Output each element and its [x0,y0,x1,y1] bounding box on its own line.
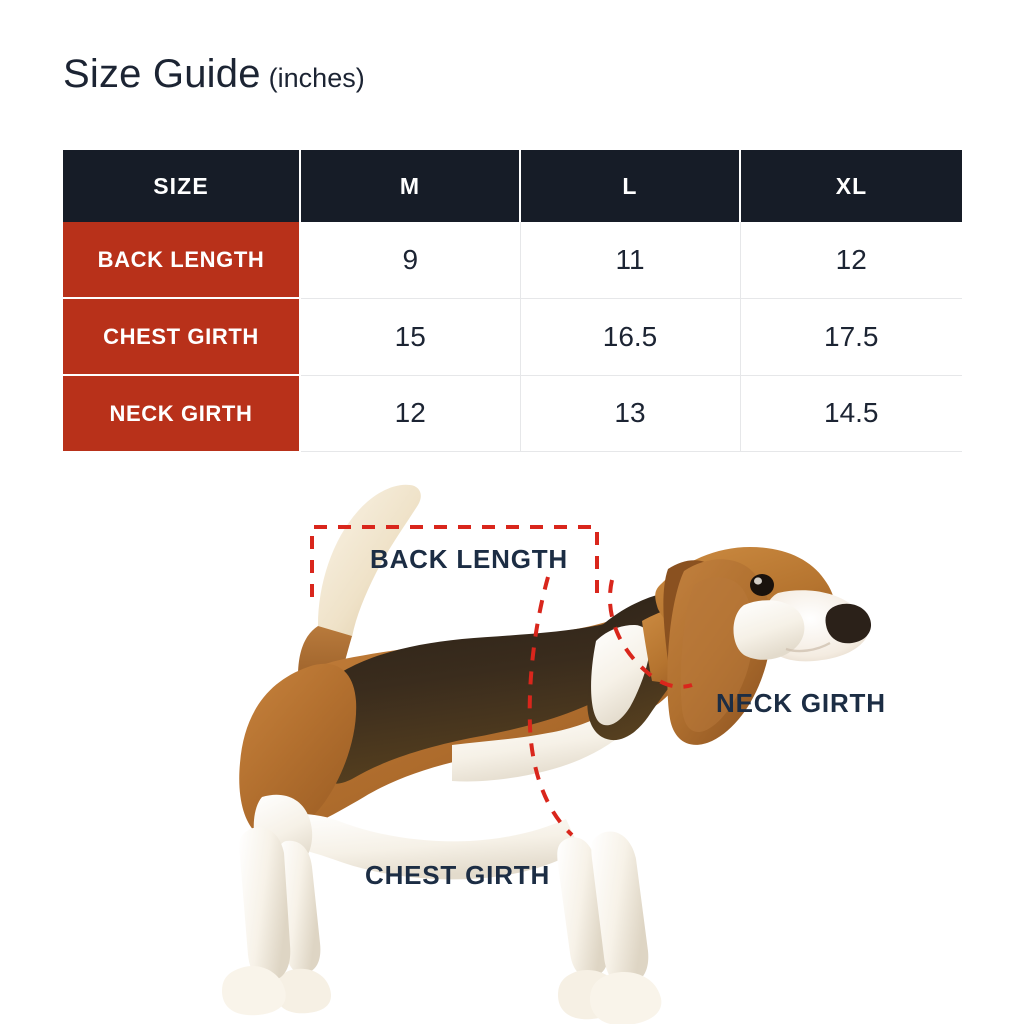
page-title-unit: (inches) [268,63,365,93]
row-label-back-length: BACK LENGTH [63,222,301,299]
row-label-neck-girth: NECK GIRTH [63,375,301,451]
cell-neck-girth-l: 13 [520,375,741,452]
beagle-dog-illustration [222,484,872,1024]
table-row: CHEST GIRTH 15 16.5 17.5 [63,298,962,376]
table-row: NECK GIRTH 12 13 14.5 [63,375,962,452]
table-header-size: SIZE [63,150,301,222]
cell-chest-girth-m: 15 [300,298,521,376]
table-row: BACK LENGTH 9 11 12 [63,222,962,299]
row-label-chest-girth: CHEST GIRTH [63,298,301,376]
dog-legs [222,827,662,1024]
measurement-illustration: BACK LENGTH NECK GIRTH CHEST GIRTH [0,445,1024,1024]
table-header-m: M [300,150,521,222]
chest-girth-guide [527,576,574,837]
measurement-label-neck-girth: NECK GIRTH [716,688,886,718]
table-header-row: SIZE M L XL [63,150,962,222]
cell-back-length-l: 11 [520,222,741,299]
cell-back-length-xl: 12 [740,222,962,299]
cell-back-length-m: 9 [300,222,521,299]
dog-head [655,547,872,745]
measurement-guides [310,525,693,837]
size-guide-table: SIZE M L XL BACK LENGTH 9 11 12 CHEST GI… [63,150,962,452]
cell-chest-girth-xl: 17.5 [740,298,962,376]
measurement-label-back-length: BACK LENGTH [370,544,569,574]
page-title-main: Size Guide [63,52,261,96]
cell-chest-girth-l: 16.5 [520,298,741,376]
neck-girth-guide [607,579,693,689]
table-header-xl: XL [740,150,962,222]
page-title: Size Guide (inches) [63,52,365,97]
cell-neck-girth-m: 12 [300,375,521,452]
cell-neck-girth-xl: 14.5 [740,375,962,452]
back-length-guide [310,525,599,597]
table-header-l: L [520,150,741,222]
measurement-label-chest-girth: CHEST GIRTH [365,860,551,890]
